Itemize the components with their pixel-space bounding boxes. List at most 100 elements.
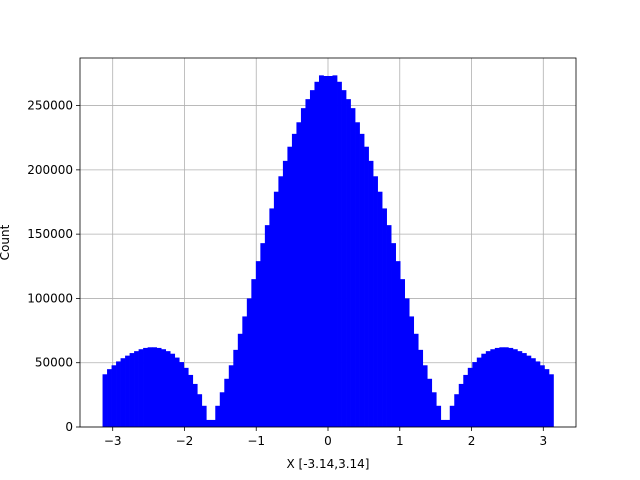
histogram-bar (318, 75, 324, 427)
histogram-bar (445, 419, 451, 427)
histogram-bars (102, 75, 554, 428)
histogram-bar (359, 133, 365, 427)
x-tick-label: −1 (247, 434, 265, 448)
histogram-bar (499, 347, 505, 427)
histogram-bar (219, 392, 225, 427)
x-axis-ticks: −3 −2 −1 0 1 2 3 (104, 427, 547, 448)
histogram-bar (156, 347, 162, 427)
histogram-bar (548, 374, 554, 427)
histogram-bar (332, 75, 338, 427)
histogram-bar (197, 394, 203, 427)
histogram-bar (174, 357, 180, 427)
histogram-bar (481, 353, 487, 427)
y-tick-label: 250000 (27, 99, 73, 113)
histogram-bar (278, 176, 284, 427)
histogram-bar (328, 76, 333, 427)
x-axis-label: X [-3.14,3.14] (287, 457, 370, 471)
histogram-bar (116, 361, 121, 427)
histogram-bar (237, 333, 243, 427)
histogram-bar (530, 358, 536, 427)
histogram-bar (539, 365, 545, 427)
histogram-bar (273, 191, 279, 427)
histogram-bar (458, 383, 464, 427)
histogram-bar (228, 365, 234, 427)
histogram-bar (107, 369, 112, 427)
x-tick-label: −2 (176, 434, 194, 448)
histogram-bar (544, 369, 550, 427)
histogram-bar (386, 225, 392, 427)
x-tick-label: −3 (104, 434, 122, 448)
histogram-bar (350, 108, 356, 428)
histogram-bar (246, 298, 252, 427)
histogram-bar (287, 146, 293, 427)
histogram-bar (440, 419, 446, 427)
histogram-bar (165, 351, 171, 427)
histogram-bar (138, 349, 144, 427)
histogram-bar (476, 357, 482, 427)
histogram-bar (260, 243, 266, 427)
y-tick-label: 0 (65, 420, 73, 434)
histogram-bar (102, 374, 108, 427)
histogram-bar (472, 362, 478, 427)
histogram-bar (418, 349, 424, 427)
histogram-bar (512, 349, 518, 427)
histogram-bar (323, 76, 329, 427)
y-tick-label: 100000 (27, 291, 73, 305)
histogram-bar (508, 347, 514, 427)
histogram-bar (300, 108, 306, 428)
histogram-bar (251, 279, 257, 427)
histogram-bar (233, 349, 239, 427)
histogram-bar (521, 353, 527, 427)
histogram-bar (409, 316, 415, 427)
histogram-bar (364, 146, 369, 427)
x-tick-label: 0 (324, 434, 332, 448)
y-axis-label: Count (0, 224, 12, 260)
histogram-bar (215, 405, 221, 427)
histogram-bar (391, 243, 396, 427)
histogram-bar (134, 351, 139, 427)
histogram-bar (503, 347, 509, 427)
histogram-bar (314, 81, 320, 428)
histogram-bar (111, 365, 117, 427)
histogram-bar (413, 333, 419, 427)
y-axis-ticks: 0 50000 100000 150000 200000 250000 (27, 99, 80, 434)
histogram-bar (395, 261, 401, 427)
histogram-bar (436, 405, 442, 427)
histogram-bar (152, 347, 158, 427)
histogram-bar (224, 378, 230, 427)
histogram-bar (147, 347, 153, 427)
histogram-bar (490, 349, 496, 427)
histogram-bar (422, 365, 428, 427)
histogram-bar (305, 99, 311, 428)
histogram-bar (264, 225, 270, 427)
histogram-bar (494, 347, 500, 427)
histogram-bar (188, 374, 194, 427)
histogram-bar (341, 90, 347, 428)
histogram-bar (526, 355, 532, 427)
histogram-bar (296, 122, 302, 428)
histogram-bar (449, 405, 455, 427)
histogram-bar (467, 367, 473, 427)
histogram-bar (337, 81, 342, 428)
histogram-bar (400, 279, 406, 427)
histogram-bar (125, 355, 130, 427)
histogram-bar (382, 208, 387, 427)
histogram-bar (485, 351, 491, 427)
histogram-bar (431, 392, 437, 427)
histogram-bar (201, 405, 207, 427)
histogram-bar (192, 383, 198, 427)
y-tick-label: 150000 (27, 227, 73, 241)
histogram-bar (206, 419, 212, 427)
histogram-bar (210, 419, 216, 427)
histogram-bar (535, 361, 541, 427)
y-tick-label: 200000 (27, 163, 73, 177)
histogram-bar (129, 353, 135, 427)
x-tick-label: 1 (396, 434, 404, 448)
histogram-bar (183, 367, 189, 427)
x-tick-label: 3 (539, 434, 547, 448)
histogram-bar (291, 133, 297, 427)
histogram-bar (170, 353, 176, 427)
histogram-bar (463, 374, 469, 427)
x-tick-label: 2 (468, 434, 476, 448)
